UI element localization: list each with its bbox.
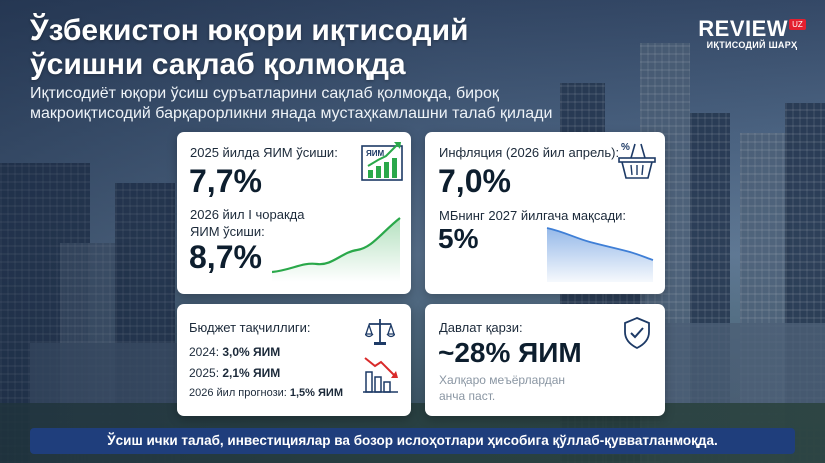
debt-note-line1: Халқаро меъёрлардан (439, 373, 566, 387)
budget-label: Бюджет тақчиллиги: (189, 320, 311, 335)
budget-year: 2026 йил прогнози: (189, 387, 287, 399)
budget-deficit-card: Бюджет тақчиллиги: 2024: 3,0% ЯИМ 2025: … (177, 304, 411, 416)
scales-icon (365, 319, 395, 345)
public-debt-card: Давлат қарзи: ~28% ЯИМ Халқаро меъёрлард… (425, 304, 665, 416)
gdp-label: 2025 йилда ЯИМ ўсиши: (190, 145, 338, 160)
budget-year: 2024: (189, 345, 220, 359)
inflation-target-label: МБнинг 2027 йилгача мақсади: (439, 208, 627, 223)
debt-note: Халқаро меъёрлардан анча паст. (439, 372, 565, 404)
shield-check-icon (624, 317, 650, 350)
inflation-label: Инфляция (2026 йил апрель): (439, 145, 620, 160)
budget-value: 1,5% ЯИМ (289, 387, 343, 399)
logo-subtitle: ИҚТИСОДИЙ ШАРҲ (706, 40, 798, 50)
gdp-q1-label: 2026 йил I чоракда ЯИМ ўсиши: (190, 206, 304, 240)
page-title: Ўзбекистон юқори иқтисодий ўсишни сақлаб… (30, 14, 550, 82)
footer-banner: Ўсиш ички талаб, инвестициялар ва бозор … (30, 428, 795, 454)
gdp-growth-curve (272, 217, 401, 282)
gdp-icon-label: ЯИМ (366, 149, 385, 158)
budget-value: 2,1% ЯИМ (222, 366, 281, 380)
budget-year: 2025: (189, 366, 220, 380)
gdp-chart-icon: ЯИМ (361, 142, 403, 181)
inflation-target-value: 5% (438, 223, 479, 254)
inflation-value: 7,0% (438, 163, 511, 199)
title-line-1: Ўзбекистон юқори иқтисодий (30, 14, 469, 47)
budget-row-2026: 2026 йил прогнози: 1,5% ЯИМ (189, 387, 343, 399)
page-subtitle: Иқтисодиёт юқори ўсиш суръатларини сақла… (30, 84, 590, 124)
review-uz-logo: REVIEW UZ ИҚТИСОДИЙ ШАРҲ (697, 16, 807, 50)
subtitle-line-1: Иқтисодиёт юқори ўсиш суръатларини сақла… (30, 85, 499, 102)
svg-text:%: % (621, 142, 630, 153)
logo-wordmark: REVIEW (698, 16, 789, 41)
title-line-2: ўсишни сақлаб қолмоқда (30, 48, 406, 81)
declining-bars-icon (363, 357, 398, 393)
gdp-q1-label-line1: 2026 йил I чоракда (190, 207, 305, 222)
budget-row-2025: 2025: 2,1% ЯИМ (189, 366, 280, 380)
debt-label: Давлат қарзи: (439, 320, 523, 335)
inflation-card: Инфляция (2026 йил апрель): 7,0% % МБнин… (425, 132, 665, 294)
gdp-growth-card: 2025 йилда ЯИМ ўсиши: 7,7% ЯИМ 2026 йил … (177, 132, 411, 294)
gdp-value: 7,7% (189, 163, 262, 199)
logo-tag: UZ (789, 19, 806, 30)
budget-row-2024: 2024: 3,0% ЯИМ (189, 345, 280, 359)
gdp-q1-label-line2: ЯИМ ўсиши: (190, 224, 265, 239)
subtitle-line-2: макроиқтисодий барқарорликни янада муста… (30, 105, 553, 122)
budget-value: 3,0% ЯИМ (222, 345, 281, 359)
shopping-basket-percent-icon: % (618, 142, 656, 179)
debt-value: ~28% ЯИМ (438, 337, 582, 368)
debt-note-line2: анча паст. (439, 389, 496, 403)
inflation-decline-curve (546, 227, 654, 282)
gdp-q1-value: 8,7% (189, 239, 262, 275)
